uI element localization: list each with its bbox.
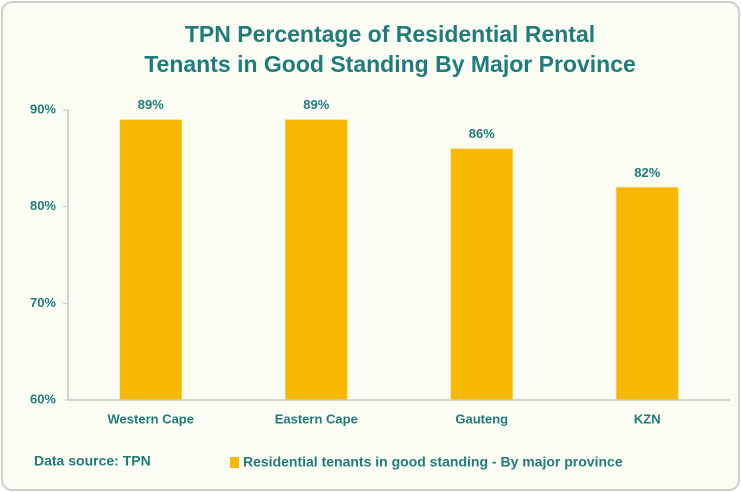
bar — [285, 119, 348, 401]
data-label: 89% — [303, 97, 329, 112]
annotation: Data source: TPN — [34, 453, 151, 469]
bar — [450, 148, 513, 400]
x-tick-label: Gauteng — [455, 411, 508, 426]
bar — [616, 187, 679, 400]
legend-swatch — [230, 457, 239, 468]
legend-label: Residential tenants in good standing - B… — [243, 454, 623, 470]
x-tick-label: Eastern Cape — [275, 411, 358, 426]
bar — [119, 119, 182, 401]
data-label: 89% — [138, 97, 164, 112]
y-tick-label: 80% — [30, 198, 56, 213]
y-tick-label: 90% — [30, 101, 56, 116]
data-label: 82% — [634, 165, 660, 180]
chart-title: TPN Percentage of Residential Rental — [185, 21, 595, 47]
data-label: 86% — [469, 126, 495, 141]
y-tick-label: 70% — [30, 295, 56, 310]
chart-title: Tenants in Good Standing By Major Provin… — [144, 51, 636, 77]
x-tick-label: Western Cape — [108, 411, 194, 426]
y-tick-label: 60% — [30, 391, 56, 406]
x-tick-label: KZN — [634, 411, 661, 426]
